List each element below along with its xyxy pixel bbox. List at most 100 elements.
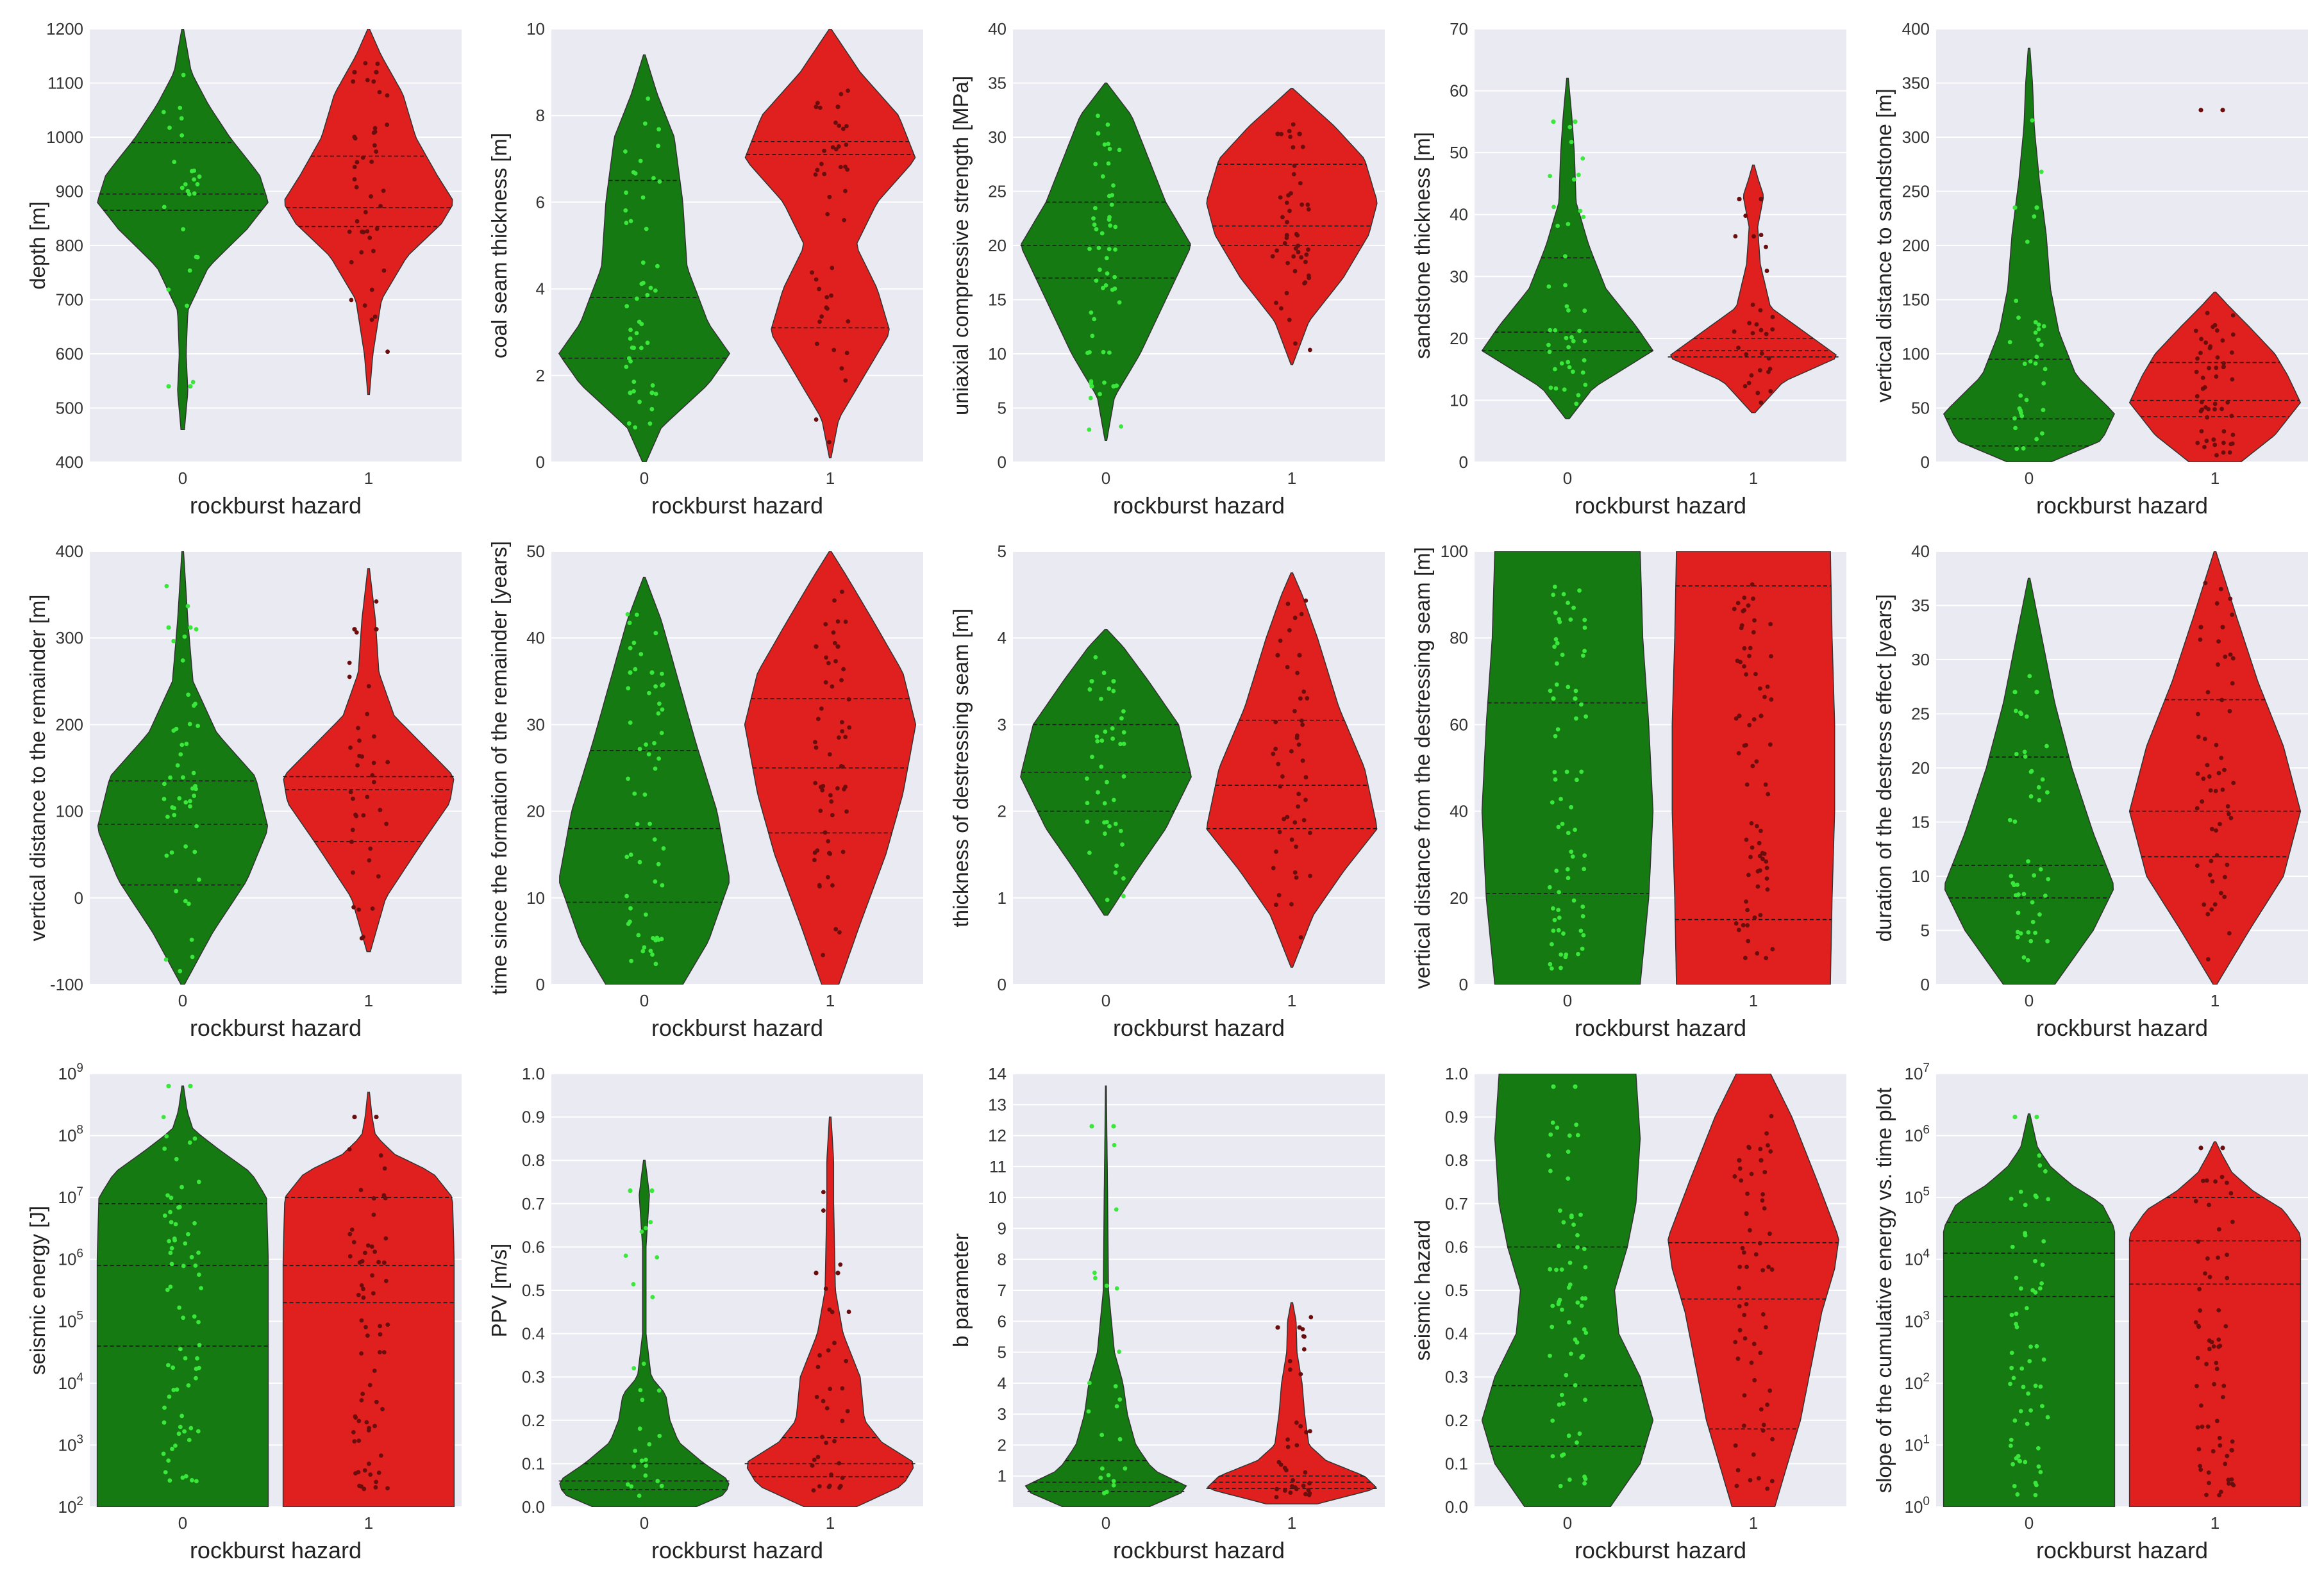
data-point (633, 171, 638, 176)
data-point (1736, 928, 1741, 933)
data-point (835, 1270, 840, 1276)
x-tick-label: 1 (826, 469, 835, 488)
data-point (2014, 298, 2019, 303)
data-point (2028, 794, 2034, 799)
data-point (2214, 853, 2220, 858)
data-point (1274, 301, 1278, 305)
data-point (1582, 867, 1587, 872)
data-point (1584, 1331, 1589, 1335)
data-point (623, 1253, 628, 1258)
data-point (833, 147, 839, 152)
data-point (192, 1220, 197, 1226)
data-point (1280, 215, 1285, 220)
data-point (369, 287, 374, 292)
data-point (2207, 1347, 2212, 1351)
data-point (365, 794, 370, 799)
data-point (351, 904, 356, 910)
data-point (2012, 819, 2018, 824)
data-point (359, 1398, 364, 1402)
data-point (189, 1254, 194, 1260)
data-point (2016, 910, 2021, 915)
y-axis-label: vertical distance to the remainder [m] (26, 594, 49, 941)
data-point (1551, 204, 1556, 210)
data-point (1584, 714, 1589, 719)
y-tick-label: 10 (526, 19, 545, 38)
data-point (371, 1212, 376, 1217)
y-tick-label: 10 (988, 1188, 1007, 1207)
y-tick-label: 300 (56, 628, 83, 647)
data-point (1301, 1483, 1306, 1488)
data-point (846, 319, 851, 324)
data-point (2019, 1366, 2025, 1371)
x-tick-label: 0 (1563, 469, 1572, 488)
data-point (192, 177, 196, 182)
data-point (1292, 269, 1298, 274)
data-point (1580, 1353, 1585, 1358)
data-point (844, 809, 849, 814)
data-point (2009, 1365, 2014, 1370)
data-point (815, 1454, 821, 1460)
data-point (815, 1365, 821, 1370)
data-point (2196, 1324, 2201, 1328)
data-point (830, 265, 835, 270)
data-point (1580, 156, 1585, 161)
data-point (1087, 427, 1092, 432)
data-point (1550, 800, 1555, 805)
data-point (360, 155, 365, 160)
data-point (628, 1188, 633, 1194)
x-tick-label: 1 (364, 469, 373, 488)
data-point (360, 1392, 365, 1397)
data-point (178, 1424, 183, 1429)
data-point (631, 1366, 637, 1370)
y-tick-label: 9 (998, 1219, 1007, 1238)
data-point (836, 144, 841, 149)
data-point (1745, 908, 1750, 913)
data-point (170, 1447, 174, 1451)
y-tick-label: 20 (1450, 888, 1468, 908)
data-point (1559, 1267, 1564, 1272)
data-point (648, 285, 653, 290)
y-tick-label: 20 (526, 802, 545, 821)
data-point (2039, 431, 2044, 436)
data-point (642, 945, 647, 950)
data-point (2198, 1403, 2203, 1408)
data-point (1581, 933, 1586, 938)
data-point (2229, 413, 2234, 419)
data-point (660, 707, 665, 712)
data-point (833, 121, 838, 125)
data-point (1573, 119, 1578, 124)
data-point (1770, 1436, 1775, 1442)
data-point (2009, 1351, 2014, 1356)
data-point (376, 874, 381, 879)
y-tick-label: 1 (998, 888, 1007, 908)
data-point (817, 319, 822, 324)
data-point (355, 160, 360, 165)
data-point (634, 296, 639, 301)
data-point (825, 212, 830, 217)
data-point (1766, 1143, 1770, 1148)
data-point (179, 116, 184, 121)
data-point (1757, 1241, 1762, 1245)
data-point (169, 1245, 174, 1251)
data-point (2223, 1461, 2228, 1467)
data-point (2230, 332, 2236, 337)
data-point (187, 268, 192, 273)
data-point (837, 1485, 842, 1490)
y-tick-label: 700 (56, 290, 83, 310)
data-point (656, 144, 661, 149)
data-point (2046, 1197, 2051, 1202)
data-point (2193, 1320, 2198, 1325)
data-point (1552, 770, 1557, 774)
data-point (647, 1442, 652, 1447)
data-point (837, 123, 842, 128)
data-point (1119, 424, 1124, 429)
data-point (1090, 333, 1095, 338)
y-tick-label: 10 (1450, 390, 1468, 410)
data-point (1282, 817, 1287, 822)
data-point (374, 70, 379, 75)
data-point (1551, 696, 1556, 701)
data-point (628, 645, 633, 651)
data-point (655, 1255, 660, 1260)
